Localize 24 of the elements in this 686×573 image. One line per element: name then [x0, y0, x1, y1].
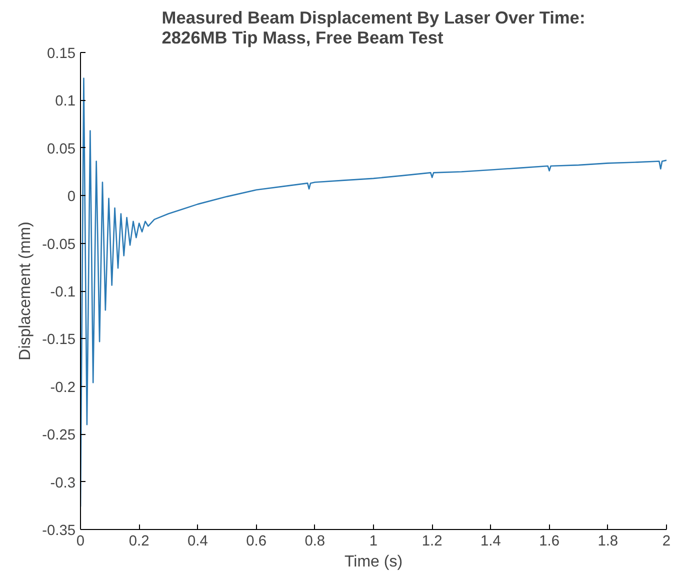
x-axis-title: Time (s) — [344, 554, 403, 570]
chart-title: Measured Beam Displacement By Laser Over Time: 2826MB Tip Mass, Free Beam Test — [162, 8, 586, 48]
y-tick-label: 0.1 — [55, 94, 76, 110]
y-tick-label: 0.05 — [46, 141, 76, 158]
y-tick-label: 0.15 — [46, 46, 76, 62]
x-tick-label: 0.8 — [304, 534, 326, 550]
y-tick-label: -0.15 — [42, 332, 76, 348]
y-axis-title: Displacement (mm) — [17, 222, 34, 360]
y-tick-label: -0.2 — [50, 380, 76, 396]
x-tick-label: 1.6 — [539, 534, 560, 550]
y-tick-label: -0.35 — [42, 523, 76, 539]
x-tick-label: 0.6 — [246, 534, 266, 550]
x-tick-label: 0.2 — [128, 534, 150, 550]
x-tick-label: 2 — [662, 534, 671, 550]
x-tick-label: 1.2 — [422, 534, 442, 550]
y-tick-label: -0.25 — [42, 428, 76, 444]
x-tick-label: 1.4 — [480, 534, 501, 550]
y-tick-label: -0.05 — [42, 236, 76, 253]
y-tick-label: 0 — [67, 189, 76, 206]
y-tick-label: -0.3 — [50, 475, 76, 492]
y-tick-label: -0.1 — [50, 284, 76, 300]
x-tick-label: 1 — [369, 534, 378, 550]
x-tick-label: 0.4 — [188, 534, 208, 550]
x-tick-label: 1.8 — [598, 534, 618, 550]
